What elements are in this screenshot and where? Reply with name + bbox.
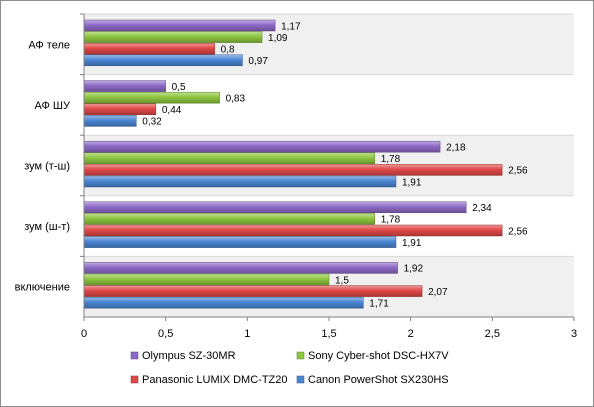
x-tick-label: 1 — [244, 328, 250, 340]
labels: 1,171,09 0,8 0,97 АФ теле 0,5 0,83 0,440,32 АФ … — [15, 21, 577, 340]
x-tick-label: 3 — [571, 328, 577, 340]
bar — [83, 296, 364, 309]
x-tick-label: 2 — [408, 328, 414, 340]
data-label: 1,91 — [402, 177, 422, 188]
bar — [83, 262, 398, 274]
bar — [83, 42, 215, 55]
bar — [83, 236, 397, 248]
x-tick-label: 2,5 — [485, 328, 500, 340]
data-label: 0,44 — [162, 105, 182, 116]
category-label: зум (ш-т) — [24, 221, 70, 233]
data-label: 1,92 — [404, 264, 424, 275]
legend-label: Sony Cyber-shot DSC-HX7V — [308, 350, 449, 362]
bar — [83, 213, 375, 225]
bar — [83, 31, 263, 43]
legend-label: Panasonic LUMIX DMC-TZ20 — [142, 374, 288, 386]
bar — [83, 152, 375, 165]
data-label: 1,09 — [268, 33, 288, 44]
x-tick-label: 0,5 — [158, 328, 173, 340]
legend-swatch — [296, 375, 305, 384]
data-label: 0,83 — [226, 94, 246, 105]
legend-swatch — [130, 351, 139, 360]
bar — [83, 80, 166, 92]
data-label: 2,34 — [472, 203, 492, 214]
bar — [83, 54, 243, 67]
bar — [83, 175, 397, 188]
bar — [83, 91, 220, 104]
category-label: включение — [15, 282, 70, 294]
bar — [83, 103, 157, 116]
bar — [83, 164, 503, 176]
bar — [83, 285, 423, 297]
data-label: 0,8 — [221, 45, 235, 56]
category-label: зум (т-ш) — [24, 161, 70, 173]
legend-label: Olympus SZ-30MR — [142, 350, 236, 362]
legend-label: Canon PowerShot SX230HS — [308, 374, 449, 386]
data-label: 1,78 — [381, 215, 401, 226]
data-label: 0,5 — [172, 82, 186, 93]
data-label: 1,91 — [402, 238, 422, 249]
x-tick-label: 0 — [81, 328, 87, 340]
bars — [83, 19, 503, 309]
data-label: 2,56 — [508, 166, 528, 177]
data-label: 2,07 — [428, 287, 448, 298]
data-label: 0,32 — [142, 117, 162, 128]
category-label: АФ теле — [28, 39, 70, 51]
legend-swatch — [130, 375, 139, 384]
bar — [83, 19, 276, 32]
bar — [83, 140, 441, 153]
data-label: 2,18 — [446, 143, 466, 154]
data-label: 0,97 — [248, 56, 268, 67]
data-label: 1,71 — [369, 299, 389, 310]
x-tick-label: 1,5 — [321, 328, 336, 340]
bar — [83, 115, 137, 127]
axes — [80, 13, 575, 321]
bar — [83, 273, 330, 286]
data-label: 1,78 — [381, 154, 401, 165]
data-label: 1,5 — [335, 275, 349, 286]
data-label: 1,17 — [281, 21, 301, 32]
legend-swatch — [296, 351, 305, 360]
data-label: 2,56 — [508, 226, 528, 237]
bar — [83, 224, 503, 237]
bar — [83, 201, 467, 214]
legend: Olympus SZ-30MR Sony Cyber-shot DSC-HX7V P… — [130, 350, 449, 386]
category-label: АФ ШУ — [35, 100, 71, 112]
